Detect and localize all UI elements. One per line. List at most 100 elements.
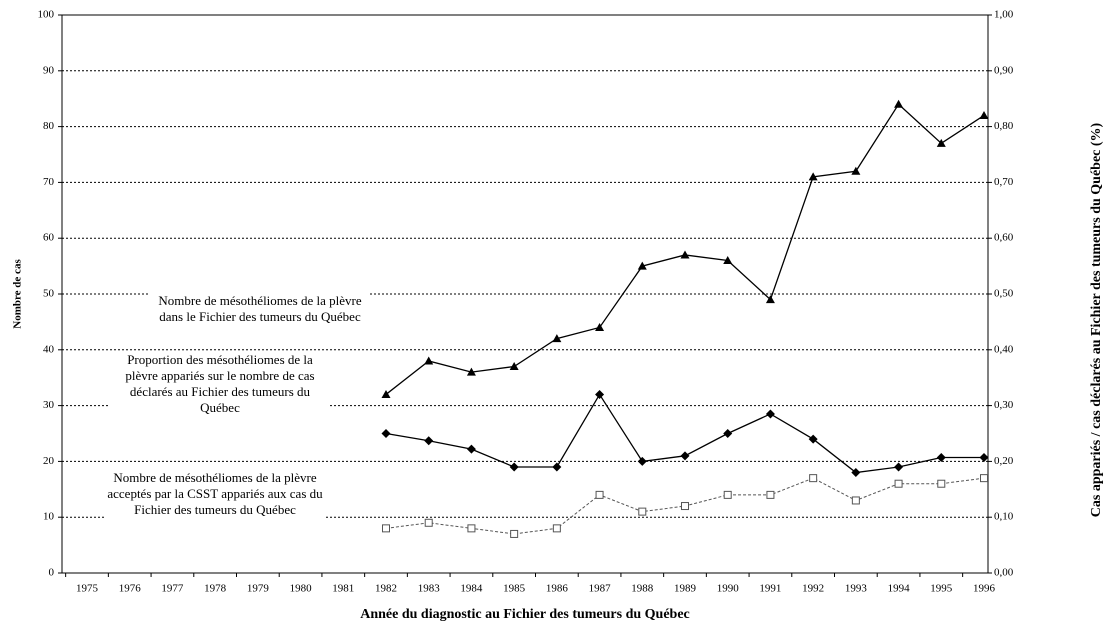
marker bbox=[937, 479, 946, 488]
x-tick-label: 1984 bbox=[460, 583, 483, 595]
y2-tick-label: 0,80 bbox=[994, 120, 1014, 132]
marker bbox=[466, 444, 476, 454]
y2-tick-label: 1,00 bbox=[994, 9, 1014, 21]
x-tick-label: 1977 bbox=[161, 583, 184, 595]
marker bbox=[467, 524, 476, 533]
y-tick-label: 60 bbox=[43, 232, 55, 244]
marker bbox=[595, 322, 605, 331]
series-annotation: Proportion des mésothéliomes de la plèvr… bbox=[110, 352, 330, 416]
marker bbox=[808, 434, 818, 444]
marker bbox=[381, 429, 391, 438]
marker bbox=[765, 409, 775, 419]
x-tick-label: 1975 bbox=[76, 583, 99, 595]
x-tick-label: 1992 bbox=[802, 583, 824, 595]
marker bbox=[980, 474, 988, 483]
marker bbox=[936, 452, 946, 462]
marker bbox=[979, 452, 989, 462]
x-tick-label: 1994 bbox=[888, 583, 911, 595]
y-tick-label: 80 bbox=[43, 120, 55, 132]
marker bbox=[809, 474, 818, 483]
plot-frame bbox=[61, 14, 989, 574]
y2-axis-title: Cas appariés / cas déclarés au Fichier d… bbox=[1089, 122, 1104, 517]
marker bbox=[851, 496, 860, 505]
series-line bbox=[385, 393, 984, 474]
marker bbox=[894, 462, 904, 472]
marker bbox=[723, 490, 732, 499]
series-line bbox=[385, 103, 985, 395]
y-tick-label: 20 bbox=[43, 455, 55, 467]
series-annotation: Nombre de mésothéliomes de la plèvre acc… bbox=[105, 470, 325, 518]
marker bbox=[894, 479, 903, 488]
marker bbox=[509, 462, 519, 472]
y-tick-label: 40 bbox=[43, 343, 55, 355]
x-tick-label: 1989 bbox=[674, 583, 697, 595]
x-tick-label: 1983 bbox=[418, 583, 441, 595]
marker bbox=[595, 490, 604, 499]
x-tick-label: 1996 bbox=[973, 583, 996, 595]
y2-tick-label: 0,90 bbox=[994, 64, 1014, 76]
marker bbox=[637, 261, 647, 270]
x-tick-label: 1987 bbox=[589, 583, 612, 595]
y-axis-title: Nombre de cas bbox=[12, 259, 24, 329]
x-tick-label: 1985 bbox=[503, 583, 526, 595]
marker bbox=[466, 367, 476, 376]
marker bbox=[424, 436, 434, 446]
x-tick-label: 1981 bbox=[332, 583, 354, 595]
marker bbox=[510, 529, 519, 538]
marker bbox=[552, 524, 561, 533]
marker bbox=[382, 524, 390, 533]
y2-tick-label: 0,60 bbox=[994, 232, 1014, 244]
y-tick-label: 90 bbox=[43, 64, 55, 76]
marker bbox=[766, 490, 775, 499]
y2-tick-label: 0,70 bbox=[994, 176, 1014, 188]
y2-tick-label: 0,40 bbox=[994, 343, 1014, 355]
marker bbox=[808, 172, 818, 181]
x-tick-label: 1986 bbox=[546, 583, 569, 595]
x-axis-title: Année du diagnostic au Fichier des tumeu… bbox=[360, 607, 690, 622]
x-tick-label: 1995 bbox=[930, 583, 953, 595]
y2-tick-label: 0,00 bbox=[994, 567, 1014, 579]
x-tick-label: 1976 bbox=[119, 583, 142, 595]
marker bbox=[552, 462, 562, 472]
marker bbox=[681, 502, 689, 511]
marker bbox=[638, 507, 647, 516]
y-tick-label: 70 bbox=[43, 176, 55, 188]
marker bbox=[680, 250, 690, 259]
marker bbox=[765, 295, 775, 304]
marker bbox=[723, 256, 733, 265]
y2-tick-label: 0,50 bbox=[994, 288, 1014, 300]
marker bbox=[424, 356, 434, 365]
x-tick-label: 1990 bbox=[717, 583, 740, 595]
marker bbox=[595, 389, 605, 399]
marker bbox=[979, 110, 989, 119]
y-tick-label: 100 bbox=[38, 9, 55, 21]
y-tick-label: 10 bbox=[43, 511, 55, 523]
x-tick-label: 1979 bbox=[247, 583, 270, 595]
marker bbox=[381, 389, 391, 398]
y2-tick-label: 0,10 bbox=[994, 511, 1014, 523]
marker bbox=[424, 518, 433, 527]
marker bbox=[851, 166, 861, 175]
x-tick-label: 1980 bbox=[290, 583, 313, 595]
marker bbox=[509, 362, 519, 371]
marker bbox=[723, 429, 733, 438]
y-tick-label: 30 bbox=[43, 399, 55, 411]
x-tick-label: 1988 bbox=[631, 583, 654, 595]
x-tick-label: 1993 bbox=[845, 583, 868, 595]
y-tick-label: 0 bbox=[49, 567, 55, 579]
marker bbox=[936, 138, 946, 147]
y2-tick-label: 0,30 bbox=[994, 399, 1014, 411]
marker bbox=[851, 468, 861, 478]
x-tick-label: 1982 bbox=[375, 583, 397, 595]
series-annotation: Nombre de mésothéliomes de la plèvre dan… bbox=[150, 293, 370, 325]
y2-tick-label: 0,20 bbox=[994, 455, 1014, 467]
marker bbox=[894, 99, 904, 108]
marker bbox=[637, 456, 647, 466]
marker bbox=[680, 451, 690, 461]
x-tick-label: 1991 bbox=[759, 583, 781, 595]
marker bbox=[552, 334, 562, 343]
x-tick-label: 1978 bbox=[204, 583, 227, 595]
y-tick-label: 50 bbox=[43, 288, 55, 300]
